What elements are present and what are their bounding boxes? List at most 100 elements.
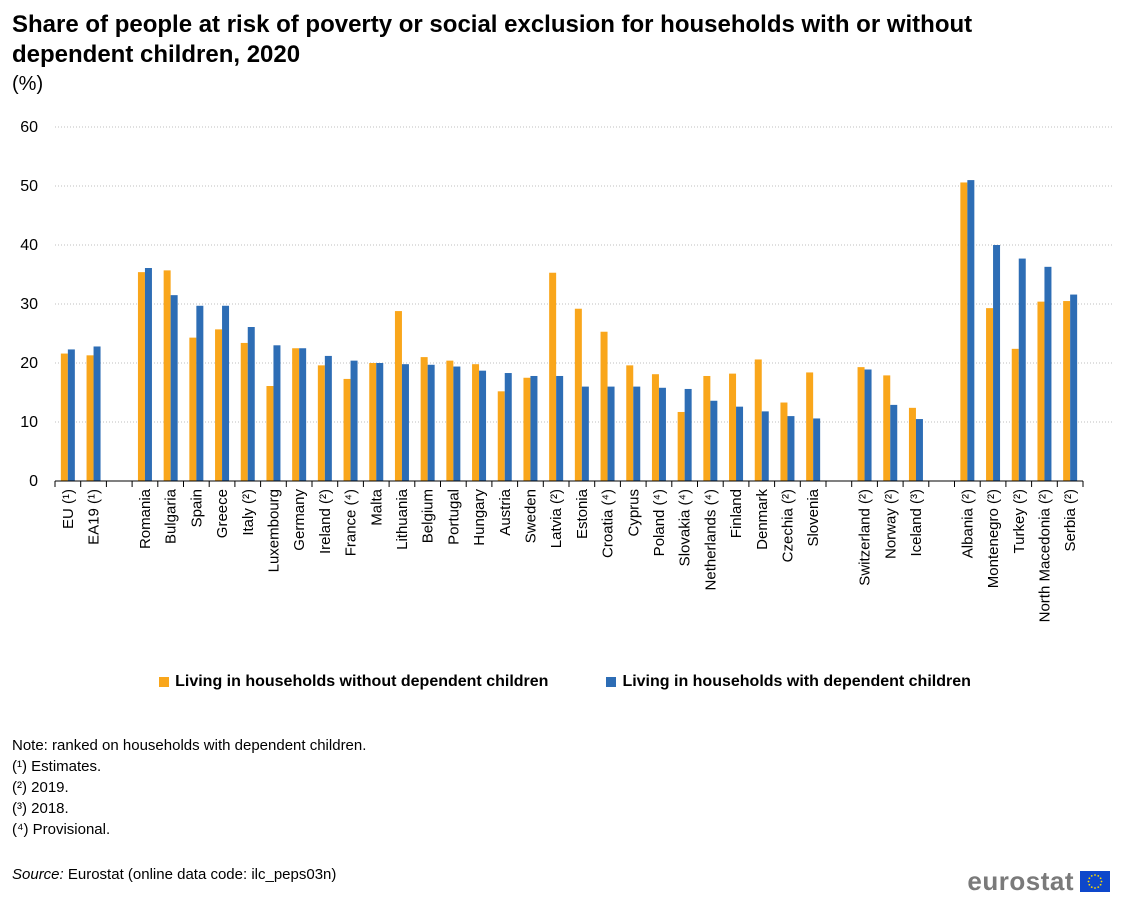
category-label: Hungary xyxy=(471,489,488,546)
bar-with-children xyxy=(67,349,75,481)
bar-with-children xyxy=(556,375,564,481)
bar-without-children xyxy=(549,272,557,481)
category-label: Montenegro (²) xyxy=(985,489,1002,588)
bar-with-children xyxy=(222,305,230,481)
bar-without-children xyxy=(1011,348,1019,481)
category-label: EA19 (¹) xyxy=(86,489,103,545)
bar-without-children xyxy=(86,355,94,481)
bar-without-children xyxy=(369,363,377,481)
category-label: Bulgaria xyxy=(163,488,180,544)
category-label: Greece xyxy=(214,489,231,538)
bars xyxy=(60,180,1078,481)
bar-with-children xyxy=(427,364,435,481)
bar-with-children xyxy=(967,180,975,481)
source-line: Source: Eurostat (online data code: ilc_… xyxy=(12,866,336,883)
legend-item-with: Living in households with dependent chil… xyxy=(606,673,971,691)
legend-item-without: Living in households without dependent c… xyxy=(159,673,548,691)
bar-with-children xyxy=(93,346,101,481)
bar-with-children xyxy=(299,348,307,481)
category-label: Ireland (²) xyxy=(317,489,334,554)
bar-without-children xyxy=(523,377,531,481)
bar-with-children xyxy=(684,388,692,481)
category-label: Czechia (²) xyxy=(779,489,796,562)
bar-without-children xyxy=(908,407,916,481)
y-tick-label: 60 xyxy=(20,119,38,136)
category-label: Serbia (²) xyxy=(1062,489,1079,552)
category-labels: EU (¹) EA19 (¹) Romania Bulgaria Spain Greece… xyxy=(60,488,1079,622)
category-label: Spain xyxy=(188,489,205,527)
bar-without-children xyxy=(446,360,454,481)
bar-without-children xyxy=(574,308,582,481)
category-label: Finland xyxy=(728,489,745,538)
bar-with-children xyxy=(247,327,255,481)
bar-with-children xyxy=(170,295,178,481)
bar-with-children xyxy=(813,418,821,481)
flag-star xyxy=(1087,880,1090,883)
eurostat-logo: eurostat xyxy=(967,866,1110,897)
source-text: Eurostat (online data code: ilc_peps03n) xyxy=(63,866,337,883)
bar-without-children xyxy=(883,375,891,481)
bar-with-children xyxy=(273,345,281,481)
y-axis-ticks: 0 10 20 30 40 50 60 xyxy=(20,119,38,490)
y-tick-label: 10 xyxy=(20,414,38,431)
category-label: Luxembourg xyxy=(265,489,282,572)
bar-without-children xyxy=(137,272,145,481)
category-label: Romania xyxy=(137,488,154,549)
bar-without-children xyxy=(189,337,197,481)
bar-without-children xyxy=(60,353,68,481)
legend-label-without: Living in households without dependent c… xyxy=(175,673,549,690)
flag-star xyxy=(1099,883,1102,886)
category-label: Albania (²) xyxy=(959,489,976,558)
bar-with-children xyxy=(658,387,666,481)
category-label: France (⁴) xyxy=(343,489,360,556)
bar-with-children xyxy=(864,369,872,481)
category-label: North Macedonia (²) xyxy=(1036,489,1053,622)
flag-star xyxy=(1088,883,1091,886)
bar-with-children xyxy=(324,355,332,481)
flag-star xyxy=(1094,874,1096,876)
category-label: Lithuania xyxy=(394,488,411,550)
bar-without-children xyxy=(986,308,994,481)
flag-star xyxy=(1090,874,1093,877)
bar-chart: 0 10 20 30 40 50 60 EU (¹) EA19 (¹) Romania Bulga… xyxy=(20,119,1113,622)
bar-without-children xyxy=(703,375,711,481)
bar-with-children xyxy=(1070,294,1078,481)
category-label: Netherlands (⁴) xyxy=(702,489,719,590)
bar-without-children xyxy=(1063,301,1071,481)
y-tick-label: 20 xyxy=(20,355,38,372)
category-label: Iceland (³) xyxy=(908,489,925,557)
grid-lines xyxy=(55,126,1113,423)
chart-unit: (%) xyxy=(12,73,44,95)
bar-without-children xyxy=(317,365,325,481)
flag-star xyxy=(1090,886,1093,889)
category-label: Denmark xyxy=(754,489,771,550)
chart-title: Share of people at risk of poverty or so… xyxy=(12,11,973,68)
bar-with-children xyxy=(350,360,358,481)
bar-with-children xyxy=(530,375,538,481)
bar-with-children xyxy=(890,404,898,481)
bar-without-children xyxy=(394,311,402,481)
flag-star xyxy=(1088,877,1091,880)
y-tick-label: 50 xyxy=(20,178,38,195)
bar-without-children xyxy=(163,270,171,481)
legend: Living in households without dependent c… xyxy=(0,673,1130,691)
legend-swatch-with xyxy=(606,677,617,687)
bar-without-children xyxy=(677,411,685,481)
bar-with-children xyxy=(787,416,795,481)
y-tick-label: 30 xyxy=(20,296,38,313)
bar-without-children xyxy=(497,391,505,481)
bar-without-children xyxy=(780,402,788,481)
category-label: Italy (²) xyxy=(240,489,257,536)
category-label: Croatia (⁴) xyxy=(600,489,617,558)
bar-without-children xyxy=(472,364,480,481)
bar-with-children xyxy=(915,419,923,481)
bar-without-children xyxy=(420,357,428,481)
category-label: Slovakia (⁴) xyxy=(677,489,694,566)
bar-with-children xyxy=(1044,266,1052,481)
note-estimates: (¹) Estimates. xyxy=(12,758,102,775)
bar-without-children xyxy=(857,367,865,481)
category-label: Sweden xyxy=(522,489,539,543)
y-tick-label: 40 xyxy=(20,237,38,254)
flag-star xyxy=(1100,880,1103,883)
bar-with-children xyxy=(633,386,641,481)
